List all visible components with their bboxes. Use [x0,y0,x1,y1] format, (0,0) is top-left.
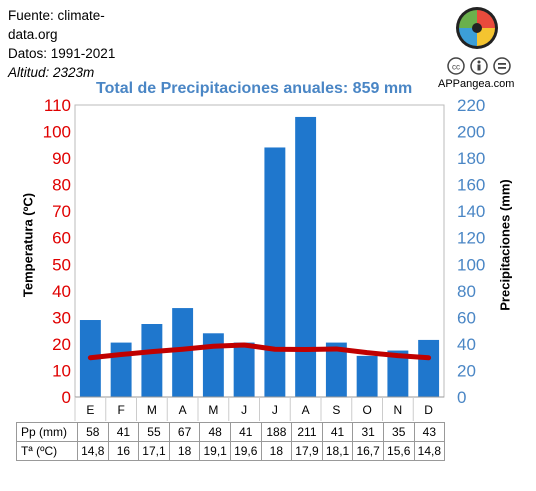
x-tick-label: E [86,403,94,417]
t-row: Tª (ºC) 14,8 16 17,1 18 19,1 19,6 18 17,9 18,1 16… [16,441,446,461]
precip-bar [202,333,224,397]
pp-row-label: Pp (mm) [16,422,78,442]
source-text: Fuente: climate-data.org [8,8,105,42]
right-tick-label: 220 [457,96,485,115]
left-tick-label: 10 [52,361,71,380]
right-tick-label: 60 [457,308,476,327]
t-row-label: Tª (ºC) [16,441,78,461]
t-cell: 16,7 [352,441,384,461]
right-tick-label: 160 [457,176,485,195]
altitude-text: Altitud: 2323m [8,65,95,80]
appangea-logo-icon [456,7,498,49]
t-cell: 17,1 [138,441,170,461]
pp-cell: 211 [291,422,323,442]
x-tick-label: F [117,403,124,417]
pp-cell: 41 [107,422,140,442]
right-axis-label: Precipitaciones (mm) [497,179,513,311]
pp-cell: 35 [382,422,415,442]
left-tick-label: 50 [52,255,71,274]
license-icons: cc [447,57,511,75]
chart-title: Total de Precipitaciones anuales: 859 mm [96,80,413,97]
t-cell: 17,9 [291,441,323,461]
x-tick-label: J [272,403,278,417]
left-tick-label: 110 [44,96,71,115]
right-tick-label: 180 [457,149,485,168]
left-tick-label: 40 [52,282,71,301]
t-cell: 19,1 [199,441,231,461]
precip-bar [356,355,378,397]
left-tick-label: 80 [52,176,71,195]
precip-bar [110,342,132,397]
t-cell: 18 [168,441,201,461]
left-tick-label: 90 [52,149,71,168]
right-tick-label: 200 [457,123,485,142]
left-tick-label: 30 [52,308,71,327]
pp-cell: 188 [260,422,293,442]
t-cell: 18 [260,441,293,461]
x-tick-label: S [332,403,340,417]
x-tick-label: M [208,403,218,417]
pp-cell: 58 [77,422,109,442]
t-cell: 14,8 [413,441,446,461]
left-tick-label: 100 [43,123,71,142]
left-axis-label: Temperatura (ºC) [20,192,36,298]
pp-cell: 41 [229,422,262,442]
precip-bar [325,342,347,397]
period-text: Datos: 1991-2021 [8,46,116,61]
right-tick-label: 120 [457,229,485,248]
x-tick-label: J [241,403,247,417]
left-tick-label: 60 [52,229,71,248]
nd-icon [493,57,511,75]
by-icon [470,57,488,75]
precip-bar [387,350,409,397]
pp-cell: 55 [138,422,170,442]
t-cell: 15,6 [382,441,415,461]
pp-cell: 43 [413,422,446,442]
pp-cell: 48 [199,422,231,442]
right-tick-label: 0 [457,388,466,407]
precip-bar [172,308,194,397]
precip-bar [295,116,317,397]
x-tick-label: O [362,403,371,417]
right-tick-label: 40 [457,335,476,354]
pp-cell: 31 [352,422,384,442]
x-tick-label: N [394,403,403,417]
temperature-line [87,342,432,361]
pp-row: Pp (mm) 58 41 55 67 48 41 188 211 41 31 35 43 [16,422,446,442]
pp-cell: 41 [321,422,354,442]
x-tick-label: A [179,403,187,417]
left-tick-label: 20 [52,335,71,354]
x-tick-label: A [302,403,310,417]
metadata: Fuente: climate-data.org Datos: 1991-202… [8,6,148,82]
precip-bar [418,339,440,397]
right-tick-label: 100 [457,255,485,274]
t-cell: 19,6 [229,441,262,461]
left-tick-label: 0 [62,388,71,407]
right-tick-label: 80 [457,282,476,301]
pp-cell: 67 [168,422,201,442]
t-cell: 16 [107,441,140,461]
precip-bar [264,147,286,397]
data-table: Pp (mm) 58 41 55 67 48 41 188 211 41 31 35 43 Tª (º… [16,422,446,461]
t-cell: 18,1 [321,441,354,461]
right-tick-label: 140 [457,202,485,221]
x-tick-label: D [424,403,433,417]
cc-icon: cc [447,57,465,75]
precip-bar [233,342,255,397]
svg-text:cc: cc [452,63,460,72]
x-tick-label: M [147,403,157,417]
left-tick-label: 70 [52,202,71,221]
t-cell: 14,8 [77,441,109,461]
precip-bar [141,324,163,397]
site-link[interactable]: APPangea.com [438,78,515,90]
right-tick-label: 20 [457,361,476,380]
